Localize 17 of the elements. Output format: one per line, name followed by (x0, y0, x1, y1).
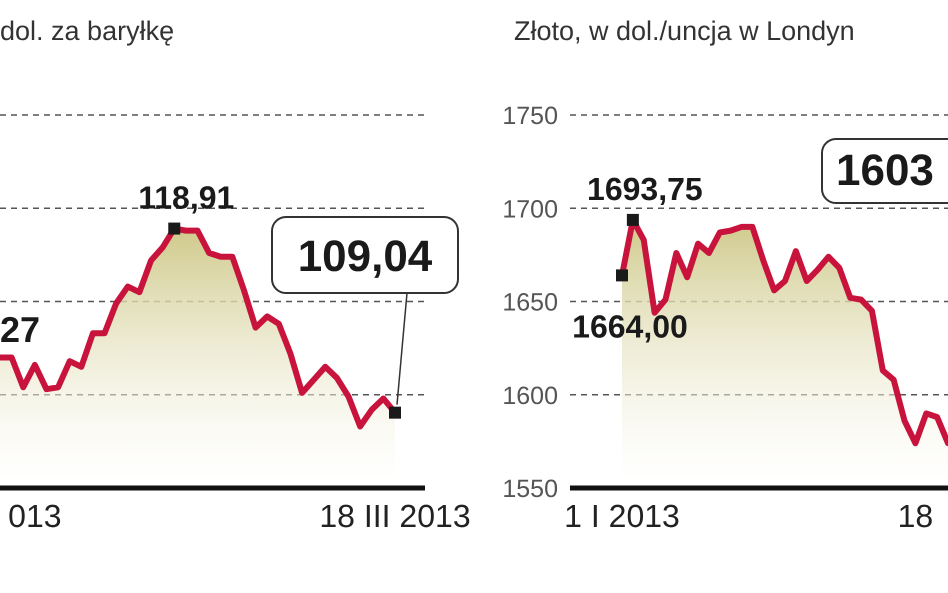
y-tick-label: 1550 (502, 475, 558, 503)
chart-title: Złoto, w dol./uncja w Londyn (514, 16, 855, 46)
data-label: 118,91 (138, 180, 234, 216)
data-label: 109,04 (298, 232, 433, 281)
chart-title: dol. za baryłkę (0, 16, 174, 46)
y-tick-label: 1650 (502, 288, 558, 316)
y-tick-label: 1700 (502, 195, 558, 224)
y-tick-label: 1750 (502, 102, 558, 130)
y-tick-label: 1600 (502, 382, 558, 410)
x-tick-label: 18 III 2013 (319, 498, 471, 534)
data-label: 1664,00 (572, 308, 688, 344)
annotation: 1603 (836, 146, 934, 195)
data-label: 1693,75 (587, 170, 703, 207)
annotation: 27 (0, 309, 40, 350)
x-tick-label: 013 (8, 498, 62, 534)
x-tick-label: 1 I 2013 (564, 498, 680, 534)
x-tick-label: 18 (898, 498, 934, 534)
